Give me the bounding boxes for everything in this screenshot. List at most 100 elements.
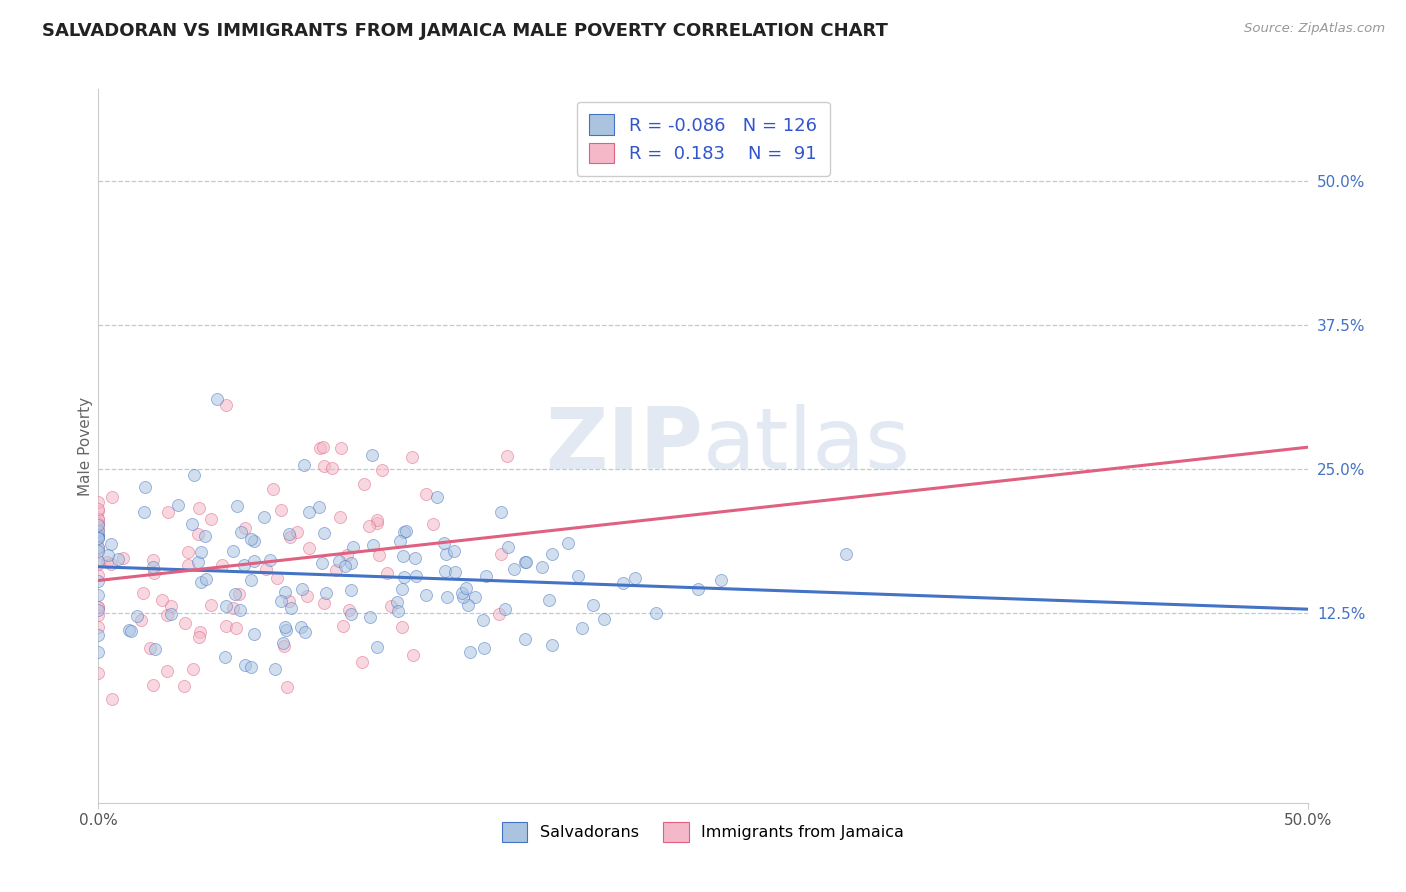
Point xyxy=(315,585,337,599)
Point xyxy=(357,518,380,533)
Point xyxy=(710,573,733,587)
Point xyxy=(270,502,292,516)
Point xyxy=(456,581,478,595)
Point xyxy=(276,680,298,694)
Point xyxy=(243,534,266,549)
Point xyxy=(434,547,457,561)
Point xyxy=(254,561,277,575)
Point xyxy=(444,565,467,579)
Point xyxy=(233,558,256,572)
Point xyxy=(240,532,263,546)
Point xyxy=(278,594,301,608)
Point xyxy=(183,468,205,483)
Point xyxy=(392,570,415,584)
Point xyxy=(187,555,209,569)
Point xyxy=(361,448,384,462)
Point xyxy=(436,590,458,604)
Point xyxy=(190,545,212,559)
Point xyxy=(329,509,352,524)
Point xyxy=(173,679,195,693)
Point xyxy=(181,516,204,531)
Point xyxy=(644,606,666,620)
Point xyxy=(240,660,263,674)
Point xyxy=(200,599,222,613)
Point xyxy=(475,569,498,583)
Point xyxy=(87,665,110,680)
Point xyxy=(392,549,415,563)
Point xyxy=(359,609,381,624)
Point xyxy=(297,505,319,519)
Point xyxy=(328,554,350,568)
Point xyxy=(273,584,295,599)
Point xyxy=(177,558,200,573)
Point xyxy=(87,495,110,509)
Point xyxy=(471,613,494,627)
Point xyxy=(229,524,252,539)
Point xyxy=(253,510,276,524)
Point xyxy=(332,619,354,633)
Point xyxy=(142,553,165,567)
Point xyxy=(513,555,536,569)
Point xyxy=(266,571,288,585)
Point xyxy=(225,621,247,635)
Point xyxy=(214,650,236,665)
Point xyxy=(361,538,384,552)
Point xyxy=(120,624,142,638)
Point xyxy=(125,609,148,624)
Point xyxy=(132,586,155,600)
Point xyxy=(142,678,165,692)
Point xyxy=(285,524,308,539)
Point xyxy=(371,463,394,477)
Point xyxy=(87,557,110,571)
Point xyxy=(835,547,858,561)
Point xyxy=(97,548,120,562)
Point xyxy=(215,599,238,613)
Point xyxy=(152,592,174,607)
Point xyxy=(502,562,524,576)
Point xyxy=(339,607,361,621)
Point xyxy=(214,398,236,412)
Point xyxy=(87,599,110,614)
Point xyxy=(426,490,449,504)
Point xyxy=(541,547,564,561)
Point xyxy=(276,624,298,638)
Point xyxy=(243,554,266,568)
Point xyxy=(224,587,246,601)
Point xyxy=(593,612,616,626)
Point xyxy=(515,555,537,569)
Point xyxy=(195,572,218,586)
Point xyxy=(139,641,162,656)
Point xyxy=(496,541,519,555)
Point xyxy=(415,487,437,501)
Point xyxy=(87,531,110,545)
Point xyxy=(537,592,560,607)
Point xyxy=(582,598,605,612)
Point xyxy=(388,534,411,549)
Point xyxy=(489,505,512,519)
Point xyxy=(129,614,152,628)
Point xyxy=(366,513,388,527)
Point xyxy=(142,566,165,580)
Point xyxy=(443,544,465,558)
Point xyxy=(624,571,647,585)
Point xyxy=(515,632,537,646)
Point xyxy=(87,554,110,568)
Point xyxy=(496,449,519,463)
Point xyxy=(366,516,388,531)
Point xyxy=(405,569,427,583)
Point xyxy=(352,655,374,669)
Point xyxy=(567,569,589,583)
Point xyxy=(314,596,336,610)
Point xyxy=(96,555,118,569)
Point xyxy=(460,645,482,659)
Point xyxy=(132,505,155,519)
Point xyxy=(87,528,110,542)
Point xyxy=(259,553,281,567)
Point xyxy=(292,458,315,473)
Point xyxy=(391,582,413,597)
Point xyxy=(156,608,179,623)
Point xyxy=(387,604,409,618)
Point xyxy=(329,441,352,455)
Point xyxy=(312,458,335,473)
Point xyxy=(277,526,299,541)
